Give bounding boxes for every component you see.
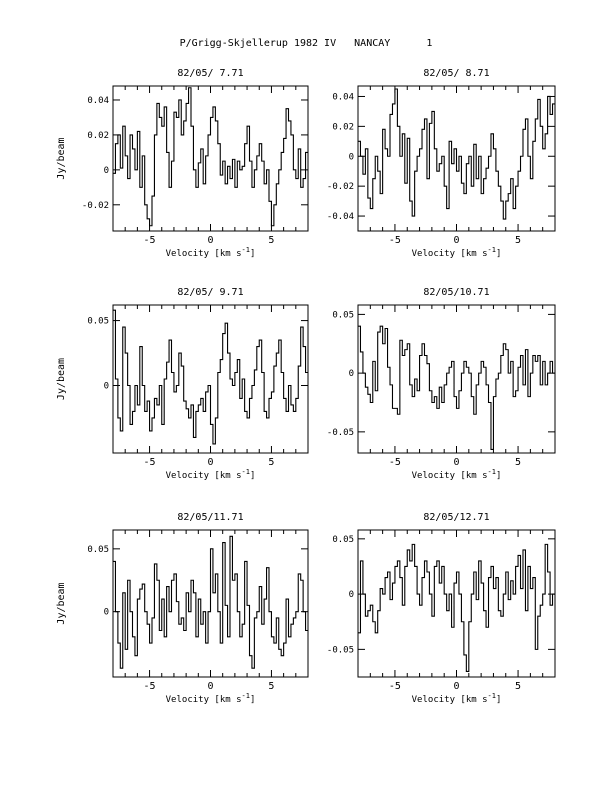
x-axis-label-close-6: ] <box>496 695 501 705</box>
x-axis-label-4: Velocity [km s-1] <box>412 468 502 481</box>
x-tick-label-4-1: 0 <box>453 457 459 468</box>
x-axis-label-text-1: Velocity [km s <box>166 249 242 259</box>
x-tick-label-1-0: -5 <box>144 235 156 246</box>
panel-title-2: 82/05/ 8.71 <box>423 68 489 79</box>
spectrum-line-4 <box>358 325 555 451</box>
x-tick-label-4-2: 5 <box>515 457 521 468</box>
spectrum-line-5 <box>113 535 308 669</box>
x-axis-label-close-4: ] <box>496 471 501 481</box>
y-tick-label-6-1: 0 <box>349 590 354 600</box>
x-axis-label-sup-6: -1 <box>488 692 496 700</box>
panel-title-5: 82/05/11.71 <box>177 512 243 523</box>
x-tick-label-5-1: 0 <box>207 681 213 692</box>
x-tick-label-3-2: 5 <box>268 457 274 468</box>
spectrum-line-6 <box>358 543 555 673</box>
y-axis-label-5: Jy/beam <box>56 582 67 624</box>
y-tick-label-2-4: 0.04 <box>332 92 354 102</box>
spectrum-panel-4: 82/05/10.71 -5 0 5 -0.05 0 0.05 Velocity [km s-… <box>327 287 556 481</box>
page-title: P/Grigg-Skjellerup 1982 IV NANCAY 1 <box>179 38 433 49</box>
x-axis-label-1: Velocity [km s-1] <box>166 246 256 259</box>
x-tick-label-5-2: 5 <box>268 681 274 692</box>
y-tick-label-4-1: 0 <box>349 369 354 379</box>
y-tick-label-1-2: 0.02 <box>87 131 109 141</box>
y-axis-label-1: Jy/beam <box>56 137 67 179</box>
y-tick-label-3-1: 0.05 <box>87 317 109 327</box>
x-tick-label-2-2: 5 <box>515 235 521 246</box>
x-tick-label-3-0: -5 <box>144 457 156 468</box>
x-axis-label-sup-3: -1 <box>242 468 250 476</box>
y-tick-label-2-2: 0 <box>349 152 354 162</box>
x-tick-label-6-1: 0 <box>453 681 459 692</box>
spectrum-line-2 <box>358 88 555 220</box>
x-tick-label-2-0: -5 <box>389 235 401 246</box>
spectrum-line-3 <box>113 309 308 445</box>
y-axis-label-3: Jy/beam <box>56 358 67 400</box>
y-tick-label-1-3: 0.04 <box>87 96 109 106</box>
x-tick-label-4-0: -5 <box>389 457 401 468</box>
y-tick-label-1-1: 0 <box>104 166 109 176</box>
y-tick-label-2-1: -0.02 <box>327 182 354 192</box>
x-axis-label-6: Velocity [km s-1] <box>412 692 502 705</box>
x-tick-label-6-0: -5 <box>389 681 401 692</box>
x-axis-label-2: Velocity [km s-1] <box>412 246 502 259</box>
x-axis-label-sup-1: -1 <box>242 246 250 254</box>
x-tick-label-2-1: 0 <box>453 235 459 246</box>
panel-title-3: 82/05/ 9.71 <box>177 287 243 298</box>
x-axis-label-sup-2: -1 <box>488 246 496 254</box>
spectrum-panel-6: 82/05/12.71 -5 0 5 -0.05 0 0.05 Velocity [km s-… <box>327 512 556 705</box>
x-axis-label-close-1: ] <box>250 249 255 259</box>
x-axis-label-close-2: ] <box>496 249 501 259</box>
y-tick-label-2-0: -0.04 <box>327 212 354 222</box>
y-tick-label-3-0: 0 <box>104 381 109 391</box>
y-tick-label-6-2: 0.05 <box>332 535 354 545</box>
x-tick-label-6-2: 5 <box>515 681 521 692</box>
x-tick-label-1-2: 5 <box>268 235 274 246</box>
x-axis-label-close-5: ] <box>250 695 255 705</box>
panel-title-4: 82/05/10.71 <box>423 287 489 298</box>
x-tick-label-3-1: 0 <box>207 457 213 468</box>
y-tick-label-2-3: 0.02 <box>332 122 354 132</box>
x-axis-label-sup-4: -1 <box>488 468 496 476</box>
y-tick-label-4-2: 0.05 <box>332 310 354 320</box>
x-tick-label-1-1: 0 <box>207 235 213 246</box>
x-axis-label-text-5: Velocity [km s <box>166 695 242 705</box>
y-tick-label-5-0: 0 <box>104 608 109 618</box>
x-axis-label-3: Velocity [km s-1] <box>166 468 256 481</box>
x-axis-label-text-3: Velocity [km s <box>166 471 242 481</box>
x-axis-label-5: Velocity [km s-1] <box>166 692 256 705</box>
x-tick-label-5-0: -5 <box>144 681 156 692</box>
x-axis-label-close-3: ] <box>250 471 255 481</box>
x-axis-label-text-6: Velocity [km s <box>412 695 488 705</box>
panel-title-6: 82/05/12.71 <box>423 512 489 523</box>
spectrum-panel-3: 82/05/ 9.71 -5 0 5 0 0.05 Velocity [km s-1] Jy/… <box>56 287 309 481</box>
spectrum-line-1 <box>113 87 308 227</box>
spectrum-panel-2: 82/05/ 8.71 -5 0 5 -0.04 -0.02 0 0.02 0.04 Veloci… <box>327 68 556 259</box>
spectrum-panel-1: 82/05/ 7.71 -5 0 5 -0.02 0 0.02 0.04 Velocity [k… <box>56 68 309 259</box>
y-tick-label-4-0: -0.05 <box>327 428 354 438</box>
x-axis-label-text-4: Velocity [km s <box>412 471 488 481</box>
y-tick-label-1-0: -0.02 <box>82 201 109 211</box>
spectrum-panel-5: 82/05/11.71 -5 0 5 0 0.05 Velocity [km s-1] Jy/… <box>56 512 309 705</box>
y-tick-label-5-1: 0.05 <box>87 545 109 555</box>
x-axis-label-sup-5: -1 <box>242 692 250 700</box>
panel-title-1: 82/05/ 7.71 <box>177 68 243 79</box>
x-axis-label-text-2: Velocity [km s <box>412 249 488 259</box>
y-tick-label-6-0: -0.05 <box>327 645 354 655</box>
